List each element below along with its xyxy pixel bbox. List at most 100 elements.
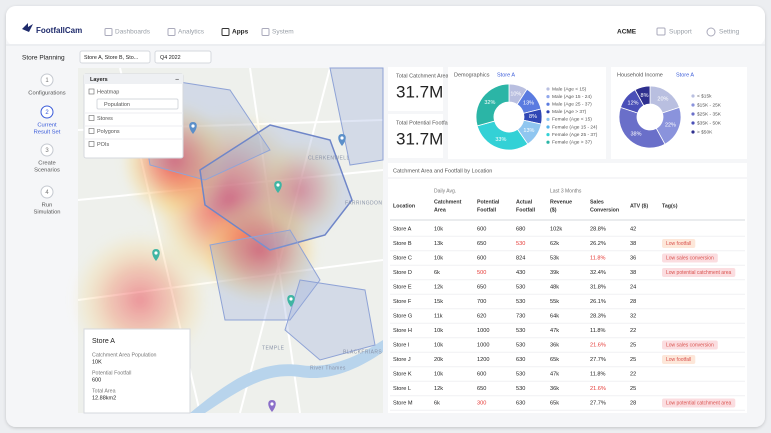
tag-label: Low potential catchment area bbox=[666, 270, 732, 276]
step-label: Scenarios bbox=[34, 168, 60, 174]
donut-label: 33% bbox=[495, 137, 506, 143]
heatmap-dropdown[interactable] bbox=[96, 98, 179, 110]
table-cell: Store D bbox=[393, 270, 412, 276]
store-card bbox=[83, 328, 191, 414]
store-pin[interactable] bbox=[338, 134, 346, 146]
step-circle[interactable] bbox=[40, 143, 54, 157]
store-filter[interactable] bbox=[79, 50, 151, 64]
table-cell: 730 bbox=[516, 313, 525, 319]
layer-checkbox[interactable] bbox=[88, 115, 95, 121]
tag-label: Low footfall bbox=[666, 241, 691, 247]
legend-swatch bbox=[546, 110, 550, 114]
card-field-label: Total Area bbox=[92, 388, 116, 394]
store-pin[interactable] bbox=[189, 122, 197, 134]
support-link[interactable]: Support bbox=[669, 29, 692, 36]
table-cell: 102k bbox=[550, 226, 562, 232]
table-cell: 500 bbox=[477, 270, 486, 276]
table-cell: Store H bbox=[393, 328, 412, 334]
river bbox=[190, 340, 383, 413]
step-circle[interactable] bbox=[40, 73, 54, 87]
layer-checkbox[interactable] bbox=[88, 141, 95, 147]
step-label: Create bbox=[38, 161, 55, 167]
table-cell: 1200 bbox=[477, 357, 489, 363]
period-filter[interactable] bbox=[154, 50, 212, 64]
table-cell: 11.8% bbox=[590, 371, 605, 377]
column-header: Footfall bbox=[477, 207, 497, 213]
table-cell: 12k bbox=[434, 284, 443, 290]
store-pin[interactable] bbox=[152, 249, 160, 261]
store-pin[interactable] bbox=[287, 295, 295, 307]
legend-swatch bbox=[546, 133, 550, 137]
setting-link[interactable]: Setting bbox=[719, 29, 740, 36]
tag-label: Low sales conversion bbox=[666, 342, 714, 348]
table-cell: 36 bbox=[630, 255, 636, 261]
column-header: ($) bbox=[550, 207, 557, 213]
store-pin[interactable] bbox=[274, 181, 282, 193]
table-cell: 1000 bbox=[477, 342, 489, 348]
card-field-label: Potential Footfall bbox=[92, 370, 131, 376]
heatmap-checkbox[interactable] bbox=[88, 88, 95, 95]
table-cell: Store G bbox=[393, 313, 412, 319]
table-cell: 62k bbox=[550, 241, 559, 247]
donut-label: 13% bbox=[523, 128, 534, 134]
layers-collapse[interactable]: − bbox=[175, 76, 179, 83]
donut-label: 38% bbox=[630, 131, 641, 137]
table-cell: 38 bbox=[630, 270, 636, 276]
table-cell: 28.3% bbox=[590, 313, 606, 319]
layer-checkbox[interactable] bbox=[88, 128, 95, 134]
table-cell: 28 bbox=[630, 299, 636, 305]
table-cell: 620 bbox=[477, 313, 486, 319]
step-number: 2 bbox=[45, 110, 49, 116]
table-cell: 47k bbox=[550, 371, 559, 377]
nav-item[interactable]: Analytics bbox=[178, 29, 205, 36]
column-group: Last 3 Months bbox=[550, 188, 582, 194]
nav-item[interactable]: Apps bbox=[232, 29, 249, 36]
table-cell: 28 bbox=[630, 400, 636, 406]
logo-icon bbox=[22, 23, 33, 32]
donut-label: 12% bbox=[628, 100, 639, 106]
legend-swatch bbox=[691, 94, 695, 98]
step-circle[interactable] bbox=[40, 105, 54, 119]
table-cell: 6k bbox=[434, 400, 440, 406]
kpi-card bbox=[388, 114, 443, 158]
store-pin[interactable] bbox=[268, 400, 276, 412]
table-cell: 26.2% bbox=[590, 241, 606, 247]
column-header: Sales bbox=[590, 199, 604, 205]
legend-label: Male (Age < 15) bbox=[552, 86, 587, 92]
income-store[interactable]: Store A bbox=[676, 72, 694, 78]
map-label: BLACKFRIARS bbox=[343, 349, 382, 355]
table-cell: 530 bbox=[516, 371, 525, 377]
table-cell: 36k bbox=[550, 342, 559, 348]
table-cell: 47k bbox=[550, 328, 559, 334]
support-icon bbox=[656, 27, 666, 36]
table-cell: 10k bbox=[434, 226, 443, 232]
table-cell: 530 bbox=[516, 299, 525, 305]
table-cell: 10k bbox=[434, 255, 443, 261]
table-cell: 530 bbox=[516, 328, 525, 334]
legend-swatch bbox=[546, 117, 550, 121]
donut-label: 8% bbox=[529, 114, 537, 120]
table-cell: 10k bbox=[434, 342, 443, 348]
nav-icon bbox=[261, 28, 270, 36]
table-cell: 600 bbox=[477, 371, 486, 377]
table-title: Catchment Area and Footfall by Location bbox=[393, 168, 492, 174]
demographics-title: Demographics bbox=[454, 72, 490, 78]
table-cell: 530 bbox=[516, 284, 525, 290]
demographics-store[interactable]: Store A bbox=[497, 72, 515, 78]
table-cell: 700 bbox=[477, 299, 486, 305]
step-circle[interactable] bbox=[40, 185, 54, 199]
period-filter-text: Q4 2022 bbox=[160, 55, 181, 61]
step-label: Current bbox=[37, 123, 57, 129]
step-number: 1 bbox=[45, 78, 49, 84]
nav-item[interactable]: System bbox=[272, 29, 294, 36]
legend-swatch bbox=[691, 121, 695, 125]
step-number: 3 bbox=[45, 148, 49, 154]
nav-item[interactable]: Dashboards bbox=[115, 29, 151, 36]
column-header: Actual bbox=[516, 199, 533, 205]
account-menu[interactable]: ACME bbox=[617, 29, 637, 36]
legend-label: Male (Age > 37) bbox=[552, 109, 587, 115]
column-header: Conversion bbox=[590, 207, 619, 213]
donut-label: 32% bbox=[484, 100, 495, 106]
income-title: Household Income bbox=[617, 72, 663, 78]
